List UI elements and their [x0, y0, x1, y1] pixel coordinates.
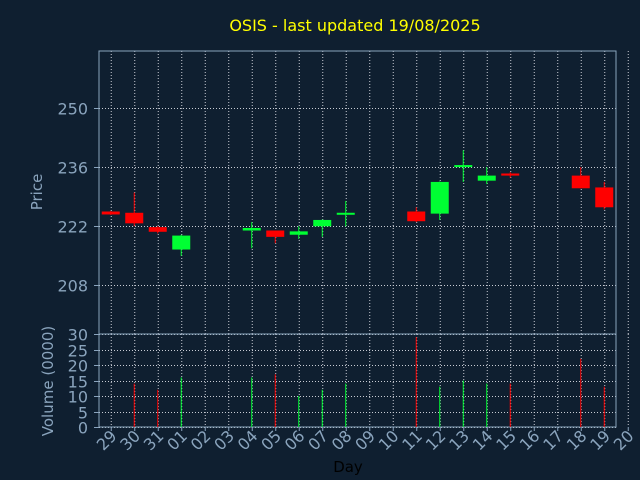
volume-tick-label: 20 — [68, 357, 88, 376]
volume-tick-label: 10 — [68, 388, 88, 407]
candle-30 — [125, 192, 144, 227]
volume-bars-layer — [133, 337, 605, 427]
candle-31 — [148, 226, 167, 234]
candle-body — [454, 165, 473, 168]
candle-body — [101, 211, 120, 215]
candle-15 — [501, 172, 520, 178]
volume-panel-frame — [98, 333, 617, 428]
candle-01 — [172, 234, 191, 256]
x-axis-label: Day — [333, 458, 363, 476]
candle-body — [242, 227, 261, 231]
candle-06 — [289, 226, 308, 239]
candle-body — [430, 181, 449, 214]
candle-body — [501, 173, 520, 176]
candle-18 — [571, 167, 590, 189]
candle-body — [313, 219, 332, 227]
volume-tick-label: 0 — [78, 419, 88, 438]
candle-body — [571, 175, 590, 189]
volume-tick-label: 30 — [68, 326, 88, 345]
price-tick-label: 222 — [57, 218, 88, 237]
candle-body — [477, 175, 496, 181]
candle-12 — [430, 181, 449, 220]
candle-19 — [595, 181, 614, 210]
candle-body — [172, 235, 191, 250]
x-axis-ticks: 2930310102030405060708091011121314151617… — [93, 426, 638, 454]
volume-tick-label: 15 — [68, 373, 88, 392]
candle-14 — [477, 167, 496, 185]
candle-body — [148, 227, 167, 232]
candle-body — [336, 212, 355, 215]
candle-29 — [101, 211, 120, 215]
candle-08 — [336, 200, 355, 227]
candle-body — [125, 212, 144, 224]
price-tick-label: 236 — [57, 159, 88, 178]
price-tick-label: 250 — [57, 100, 88, 119]
volume-tick-label: 25 — [68, 342, 88, 361]
chart-title: OSIS - last updated 19/08/2025 — [229, 16, 480, 35]
candle-body — [289, 231, 308, 235]
candle-11 — [407, 207, 426, 223]
candle-body — [266, 230, 285, 237]
candle-body — [595, 187, 614, 208]
price-grid — [99, 51, 629, 334]
candle-07 — [313, 219, 332, 237]
candle-04 — [242, 222, 261, 249]
candle-body — [407, 211, 426, 222]
price-axis-ticks: 208 222 236 250 — [57, 100, 99, 296]
price-tick-label: 208 — [57, 277, 88, 296]
volume-tick-label: 5 — [78, 404, 88, 423]
candle-05 — [266, 230, 285, 244]
volume-axis-label: Volume (0000) — [39, 326, 57, 436]
candle-13 — [454, 150, 473, 182]
candles-layer — [101, 150, 614, 256]
price-axis-label: Price — [28, 174, 46, 211]
